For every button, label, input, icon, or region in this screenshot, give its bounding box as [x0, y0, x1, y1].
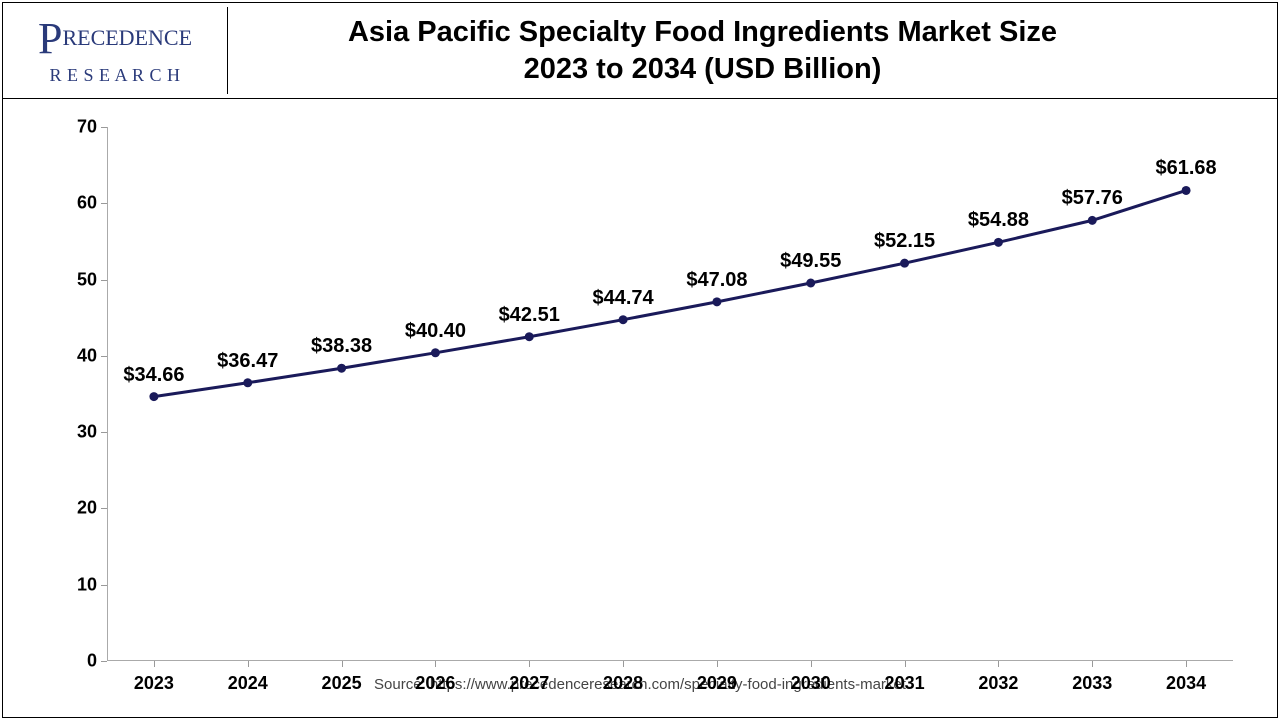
x-tick-mark — [623, 661, 624, 667]
x-tick-label: 2032 — [978, 673, 1018, 694]
x-tick-label: 2030 — [791, 673, 831, 694]
y-tick-mark — [101, 356, 107, 357]
y-tick-label: 50 — [77, 269, 97, 290]
x-tick-label: 2026 — [415, 673, 455, 694]
chart-frame: PRECEDENCE R E S E A R C H Asia Pacific … — [2, 2, 1278, 718]
marker — [337, 364, 346, 373]
chart-area: 0102030405060702023202420252026202720282… — [3, 99, 1277, 717]
marker — [1182, 186, 1191, 195]
y-tick-label: 0 — [87, 651, 97, 672]
logo-letter: P — [38, 14, 62, 63]
y-tick-mark — [101, 280, 107, 281]
data-label: $40.40 — [405, 320, 466, 343]
title-line1: Asia Pacific Specialty Food Ingredients … — [228, 14, 1177, 50]
logo-bottom: R E S E A R C H — [49, 65, 180, 85]
x-tick-label: 2023 — [134, 673, 174, 694]
x-tick-label: 2029 — [697, 673, 737, 694]
x-tick-mark — [1092, 661, 1093, 667]
marker — [900, 259, 909, 268]
x-tick-mark — [905, 661, 906, 667]
data-label: $47.08 — [686, 269, 747, 292]
data-label: $44.74 — [592, 287, 653, 310]
logo-box: PRECEDENCE R E S E A R C H — [3, 7, 228, 94]
x-tick-label: 2024 — [228, 673, 268, 694]
plot: 0102030405060702023202420252026202720282… — [27, 127, 1253, 661]
y-tick-mark — [101, 508, 107, 509]
x-tick-label: 2025 — [322, 673, 362, 694]
x-tick-mark — [529, 661, 530, 667]
y-tick-mark — [101, 127, 107, 128]
x-tick-mark — [154, 661, 155, 667]
y-tick-label: 70 — [77, 117, 97, 138]
data-label: $49.55 — [780, 250, 841, 273]
title-line2: 2023 to 2034 (USD Billion) — [228, 51, 1177, 87]
marker — [806, 279, 815, 288]
x-tick-mark — [811, 661, 812, 667]
y-tick-label: 10 — [77, 574, 97, 595]
x-tick-label: 2034 — [1166, 673, 1206, 694]
data-label: $61.68 — [1155, 157, 1216, 180]
title-box: Asia Pacific Specialty Food Ingredients … — [228, 14, 1277, 87]
data-label: $57.76 — [1062, 187, 1123, 210]
x-tick-label: 2027 — [509, 673, 549, 694]
data-label: $36.47 — [217, 350, 278, 373]
data-label: $54.88 — [968, 209, 1029, 232]
marker — [243, 378, 252, 387]
marker — [712, 297, 721, 306]
y-tick-label: 20 — [77, 498, 97, 519]
logo: PRECEDENCE R E S E A R C H — [38, 16, 192, 85]
y-tick-label: 30 — [77, 422, 97, 443]
header-row: PRECEDENCE R E S E A R C H Asia Pacific … — [3, 3, 1277, 99]
y-tick-label: 40 — [77, 345, 97, 366]
y-tick-mark — [101, 432, 107, 433]
x-tick-label: 2033 — [1072, 673, 1112, 694]
x-tick-mark — [998, 661, 999, 667]
data-label: $52.15 — [874, 230, 935, 253]
y-tick-mark — [101, 661, 107, 662]
y-tick-mark — [101, 203, 107, 204]
marker — [994, 238, 1003, 247]
marker — [619, 315, 628, 324]
x-tick-mark — [248, 661, 249, 667]
marker — [149, 392, 158, 401]
x-tick-mark — [1186, 661, 1187, 667]
x-tick-label: 2031 — [885, 673, 925, 694]
x-tick-mark — [717, 661, 718, 667]
y-tick-label: 60 — [77, 193, 97, 214]
logo-top: RECEDENCE — [62, 25, 192, 50]
marker — [525, 332, 534, 341]
line-path — [154, 190, 1186, 396]
data-label: $38.38 — [311, 335, 372, 358]
x-tick-mark — [435, 661, 436, 667]
marker — [431, 348, 440, 357]
y-tick-mark — [101, 585, 107, 586]
data-label: $34.66 — [123, 364, 184, 387]
x-tick-mark — [342, 661, 343, 667]
x-tick-label: 2028 — [603, 673, 643, 694]
marker — [1088, 216, 1097, 225]
data-label: $42.51 — [499, 304, 560, 327]
